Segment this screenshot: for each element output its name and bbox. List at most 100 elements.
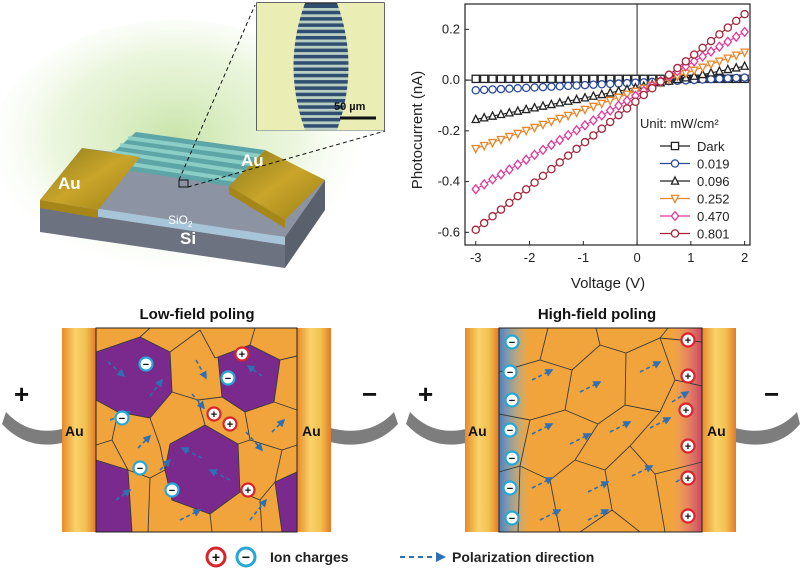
svg-text:−: −: [119, 413, 125, 425]
data-point: [731, 62, 741, 72]
data-point: [471, 86, 481, 95]
legend-ion-charges: Ion charges: [270, 549, 349, 565]
data-point: [605, 105, 615, 116]
data-point: [563, 129, 573, 141]
svg-text:−: −: [507, 367, 513, 379]
data-point: [521, 83, 531, 93]
data-point: [496, 74, 506, 84]
data-point: [504, 107, 515, 117]
svg-text:−: −: [509, 337, 515, 349]
data-point: [681, 60, 691, 72]
data-point: [681, 57, 691, 66]
data-point: [664, 70, 674, 80]
data-point: [521, 154, 531, 166]
high-au-left: Au: [468, 423, 487, 439]
data-point: [715, 30, 724, 39]
y-tick-label: -0.6: [438, 224, 460, 239]
data-point: [555, 82, 565, 91]
x-tick-label: -1: [578, 250, 590, 265]
data-point: [723, 63, 733, 74]
data-point: [670, 210, 680, 222]
data-point: [496, 84, 506, 94]
data-point: [740, 9, 749, 19]
data-point: [505, 198, 514, 208]
data-point: [521, 185, 531, 194]
legend-entry: 0.252: [697, 192, 730, 207]
data-point: [723, 74, 733, 83]
ion-plus-icon: +: [680, 332, 696, 348]
data-point: [605, 96, 615, 106]
data-point: [723, 54, 733, 64]
data-point: [580, 92, 590, 102]
data-point: [588, 90, 599, 100]
polarization-arrow: [587, 481, 610, 493]
legend-entry: Dark: [697, 139, 725, 154]
data-point: [614, 100, 624, 112]
low-electrode-right: [297, 328, 331, 532]
series-0.801: [471, 9, 749, 235]
ion-minus-icon: −: [220, 370, 236, 386]
low-au-right: Au: [302, 423, 321, 439]
bottom-legend: + − Ion charges Polarization direction: [205, 546, 594, 568]
polarization-arrow: [271, 418, 286, 433]
high-electrode-left: [465, 328, 499, 532]
high-grain-boundaries: [498, 327, 703, 533]
polarization-arrow: [531, 477, 554, 489]
svg-text:+: +: [685, 371, 691, 383]
data-point: [471, 113, 481, 124]
ion-plus-icon: +: [680, 368, 696, 384]
data-point: [739, 60, 750, 70]
data-point: [546, 139, 556, 151]
data-point: [530, 149, 540, 161]
ion-plus-icon: +: [680, 438, 696, 454]
data-point: [605, 79, 615, 89]
data-point: [555, 74, 565, 84]
polarization-arrow: [149, 378, 163, 397]
data-point: [689, 55, 699, 67]
data-point: [723, 36, 733, 48]
data-point: [496, 205, 506, 214]
y-tick-label: -0.4: [438, 174, 460, 189]
data-point: [521, 74, 531, 84]
high-minus-sign: −: [764, 379, 779, 409]
data-point: [488, 85, 497, 94]
data-point: [521, 103, 531, 114]
data-point: [505, 84, 514, 93]
data-point: [740, 73, 749, 82]
polarization-arrow: [609, 421, 632, 433]
data-point: [471, 183, 481, 195]
data-point: [555, 114, 565, 125]
data-point: [631, 97, 640, 106]
micrograph-inset: 50 µm: [256, 2, 385, 131]
ion-minus-icon: −: [504, 510, 520, 526]
legend-entry: 0.096: [697, 174, 730, 189]
polarization-arrow: [115, 489, 132, 501]
data-point: [731, 31, 741, 43]
data-point: [714, 57, 725, 67]
polarization-arrow: [180, 447, 203, 459]
data-point: [673, 63, 682, 73]
data-point: [513, 74, 523, 84]
data-point: [714, 41, 724, 53]
data-point: [622, 90, 632, 100]
data-point: [487, 138, 498, 149]
high-electrode-right: [702, 328, 736, 532]
data-point: [597, 124, 607, 133]
legend-polarization: Polarization direction: [452, 549, 594, 565]
svg-text:+: +: [245, 485, 251, 497]
ion-plus-icon: +: [222, 416, 238, 432]
polarization-arrow: [191, 393, 206, 410]
data-point: [479, 74, 489, 84]
low-minus-sign: −: [362, 379, 377, 409]
data-point: [529, 123, 540, 134]
ion-minus-icon: −: [235, 546, 257, 568]
data-point: [605, 117, 615, 127]
chart-legend: Unit: mW/cm² Dark 0.019 0.096 0.252 0.470 0.80…: [640, 116, 730, 242]
data-point: [580, 105, 590, 115]
gold-electrode-right: [229, 150, 325, 220]
data-point: [580, 80, 590, 90]
interdigitated-channel: [103, 136, 261, 182]
legend-entry: 0.470: [697, 209, 730, 224]
polarization-arrow: [107, 361, 126, 378]
chart-ylabel: Photocurrent (nA): [409, 71, 426, 189]
